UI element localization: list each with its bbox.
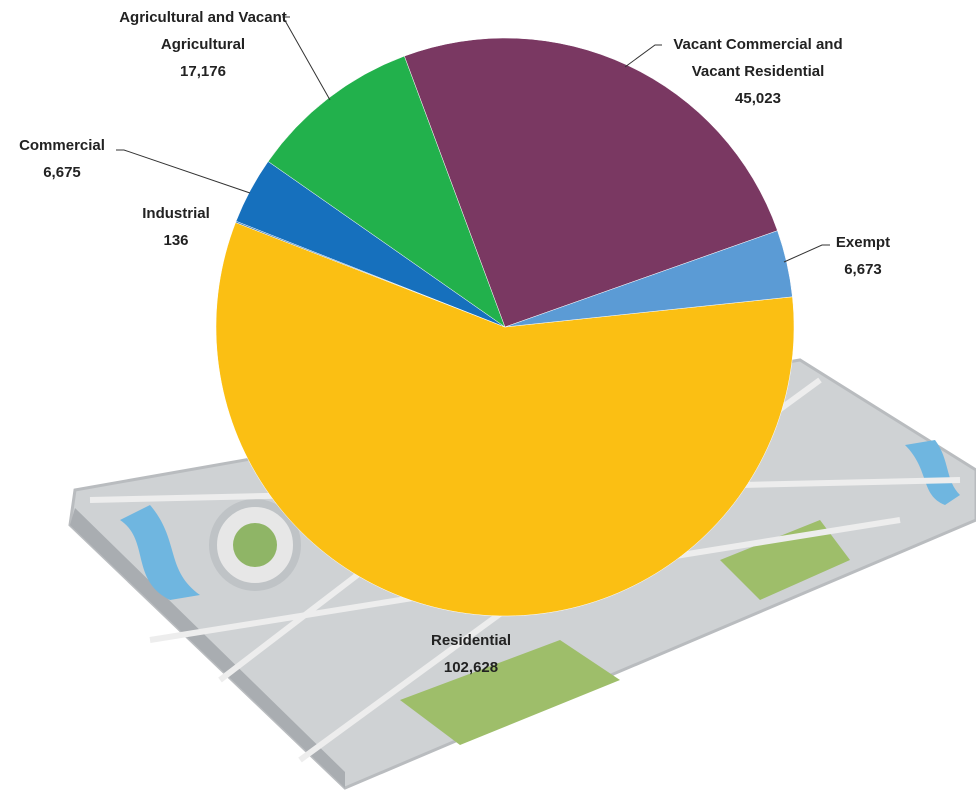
- slice-label: Commercial 6,675: [0, 132, 132, 186]
- slice-label: Residential 102,628: [371, 627, 571, 681]
- value-label: 45,023: [735, 90, 781, 107]
- leader-line: [783, 244, 830, 263]
- leader-line: [116, 149, 251, 194]
- value-label: 17,176: [180, 63, 226, 80]
- pie-slice: [267, 55, 506, 328]
- leader-lines: [116, 16, 830, 263]
- category-name: Vacant Commercial and Vacant Residential: [673, 36, 843, 80]
- slice-label: Agricultural and Vacant Agricultural 17,1…: [103, 4, 303, 85]
- category-name: Industrial: [142, 205, 210, 222]
- pie-slice: [215, 222, 795, 617]
- slice-label: Exempt 6,673: [813, 229, 913, 283]
- value-label: 136: [163, 232, 189, 249]
- leader-line: [624, 44, 662, 68]
- category-name: Residential: [430, 632, 512, 649]
- category-name: Exempt: [835, 234, 891, 251]
- category-name: Commercial: [19, 137, 105, 154]
- leader-line: [282, 16, 331, 101]
- value-label: 102,628: [443, 659, 499, 676]
- value-label: 6,673: [844, 261, 882, 278]
- slice-label: Vacant Commercial and Vacant Residential…: [653, 31, 863, 112]
- pie-slice: [504, 230, 793, 328]
- value-label: 6,675: [43, 164, 81, 181]
- slice-label: Industrial 136: [116, 200, 236, 254]
- category-name: Agricultural and Vacant Agricultural: [119, 9, 287, 53]
- pie: [215, 37, 795, 617]
